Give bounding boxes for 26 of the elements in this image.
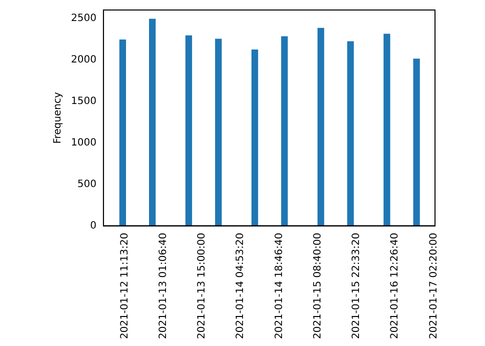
x-tick-label: 2021-01-14 18:46:40 bbox=[274, 232, 285, 340]
bar bbox=[149, 18, 156, 226]
bar bbox=[119, 40, 126, 226]
y-axis-title: Frequency bbox=[52, 92, 64, 144]
x-tick-label: 2021-01-12 11:13:20 bbox=[119, 232, 130, 340]
x-tick-label: 2021-01-13 15:00:00 bbox=[196, 232, 208, 340]
x-tick-label: 2021-01-15 22:33:20 bbox=[351, 232, 362, 340]
x-tick-label: 2021-01-17 02:20:00 bbox=[428, 232, 440, 340]
x-tick-label: 2021-01-14 04:53:20 bbox=[235, 232, 246, 340]
bar bbox=[318, 28, 324, 226]
bar bbox=[281, 36, 288, 226]
y-tick-label: 0 bbox=[90, 220, 96, 232]
bar bbox=[347, 41, 354, 226]
x-tick-label: 2021-01-15 08:40:00 bbox=[312, 232, 324, 340]
y-tick-label: 500 bbox=[77, 178, 96, 190]
bar bbox=[185, 35, 192, 226]
y-tick-label: 2500 bbox=[70, 12, 96, 24]
bar bbox=[384, 34, 390, 226]
y-tick-label: 2000 bbox=[70, 54, 96, 66]
x-tick-label: 2021-01-13 01:06:40 bbox=[158, 232, 169, 340]
x-tick-label: 2021-01-16 12:26:40 bbox=[390, 232, 401, 340]
y-tick-label: 1000 bbox=[70, 137, 96, 148]
y-tick-label: 1500 bbox=[70, 96, 96, 107]
bar bbox=[251, 50, 258, 226]
bar bbox=[413, 58, 420, 226]
bar bbox=[215, 38, 222, 226]
